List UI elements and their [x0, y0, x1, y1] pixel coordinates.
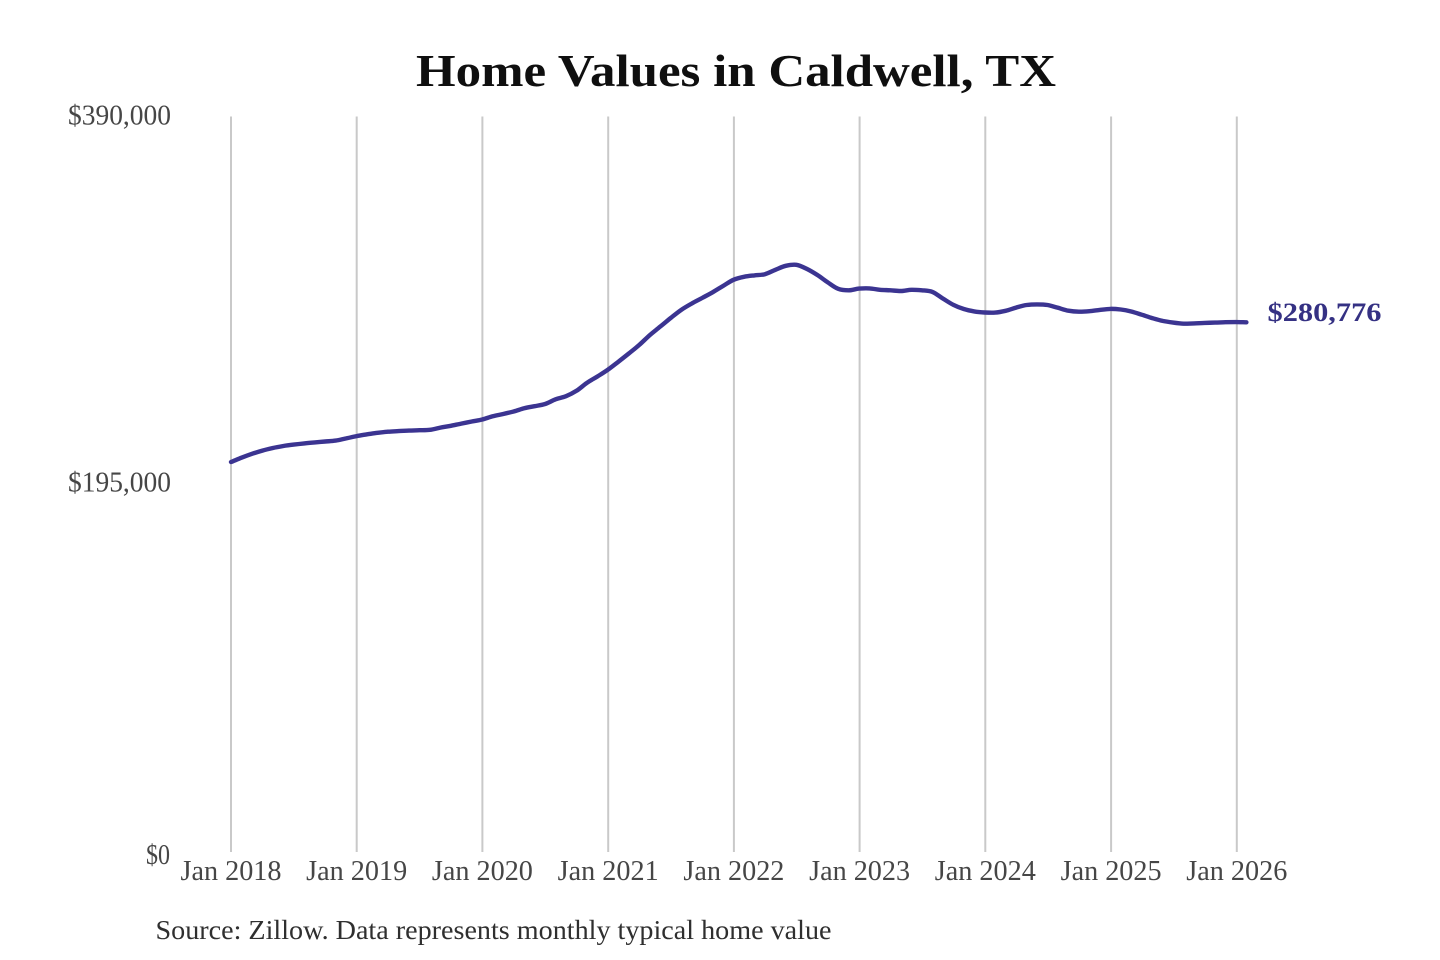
svg-text:Jan 2026: Jan 2026 — [1186, 856, 1287, 887]
svg-text:Jan 2019: Jan 2019 — [306, 856, 407, 887]
svg-text:Home Values in Caldwell, TX: Home Values in Caldwell, TX — [416, 45, 1056, 96]
svg-text:$0: $0 — [146, 840, 170, 871]
svg-text:$390,000: $390,000 — [68, 101, 171, 132]
svg-text:Jan 2020: Jan 2020 — [432, 856, 533, 887]
svg-text:Jan 2022: Jan 2022 — [683, 856, 784, 887]
svg-text:$280,776: $280,776 — [1268, 297, 1382, 327]
svg-text:Jan 2024: Jan 2024 — [935, 856, 1036, 887]
svg-text:Source: Zillow. Data represent: Source: Zillow. Data represents monthly … — [156, 915, 832, 945]
svg-text:Jan 2021: Jan 2021 — [558, 856, 659, 887]
svg-text:Jan 2023: Jan 2023 — [809, 856, 910, 887]
svg-text:Jan 2018: Jan 2018 — [181, 856, 282, 887]
svg-text:$195,000: $195,000 — [68, 468, 171, 499]
svg-text:Jan 2025: Jan 2025 — [1061, 856, 1162, 887]
